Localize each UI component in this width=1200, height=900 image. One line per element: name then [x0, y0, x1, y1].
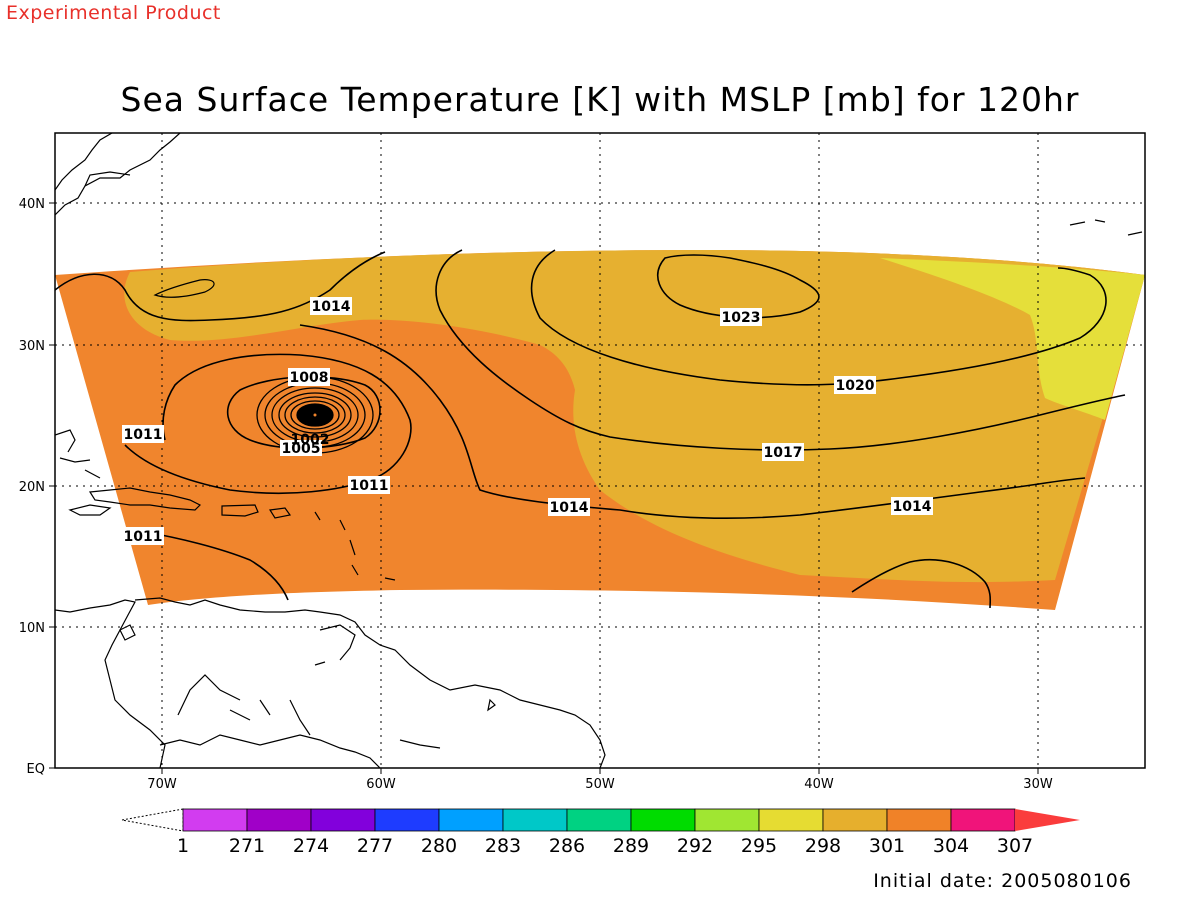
svg-text:1008: 1008 [290, 370, 329, 386]
lat-label: 30N [19, 339, 45, 354]
svg-text:1020: 1020 [836, 378, 875, 394]
lon-label: 40W [804, 777, 834, 792]
colorbar-tick-label: 304 [933, 835, 969, 857]
colorbar-swatch [374, 808, 440, 832]
svg-text:1002: 1002 [291, 432, 330, 448]
initial-date: Initial date: 2005080106 [873, 870, 1132, 892]
colorbar-swatch [502, 808, 568, 832]
colorbar-tick-label: 301 [869, 835, 905, 857]
colorbar-swatch [950, 808, 1016, 832]
svg-text:1011: 1011 [350, 478, 389, 494]
storm-eye [313, 413, 317, 417]
colorbar-tick-label: 271 [229, 835, 265, 857]
lat-label: 10N [19, 621, 45, 636]
colorbar-tick-label: 277 [357, 835, 393, 857]
isobar-label: 1008 [288, 368, 330, 386]
svg-text:1011: 1011 [124, 427, 163, 443]
colorbar-low-arrow [121, 808, 184, 832]
isobar-label: 1023 [720, 308, 762, 326]
isobar-labels: 1014 1023 1008 1020 1011 1017 1005 1002 … [122, 297, 933, 545]
isobar-label: 1005 [280, 440, 322, 457]
colorbar-swatch [310, 808, 376, 832]
colorbar-tick-label: 307 [997, 835, 1033, 857]
lat-label: EQ [27, 762, 45, 777]
svg-text:1005: 1005 [282, 441, 321, 457]
colorbar-tick-label: 274 [293, 835, 329, 857]
colorbar-tick-label: 286 [549, 835, 585, 857]
lat-axis [49, 202, 55, 769]
colorbar-tick-label: 280 [421, 835, 457, 857]
colorbar-swatch [566, 808, 632, 832]
svg-text:1023: 1023 [722, 310, 761, 326]
isobar-label: 1014 [548, 498, 590, 516]
isobar-label: 1002 [291, 432, 330, 448]
svg-text:1014: 1014 [893, 499, 932, 515]
svg-text:1011: 1011 [124, 529, 163, 545]
isobar-label: 1014 [310, 297, 352, 315]
lon-label: 60W [366, 777, 396, 792]
coastlines [55, 133, 1143, 768]
svg-text:1014: 1014 [312, 299, 351, 315]
colorbar-boxes [182, 808, 1016, 832]
colorbar-tick-label: 283 [485, 835, 521, 857]
isobar-label: 1020 [834, 376, 876, 394]
lat-labels: 40N 30N 20N 10N EQ [19, 197, 45, 777]
isobar-label: 1011 [122, 425, 164, 443]
colorbar-swatch [822, 808, 888, 832]
isobar-label: 1011 [122, 527, 164, 545]
colorbar-tick-label: 298 [805, 835, 841, 857]
colorbar-swatch [886, 808, 952, 832]
lon-axis [161, 768, 1039, 774]
colorbar-swatch [694, 808, 760, 832]
map-plot-area: 1014 1023 1008 1020 1011 1017 1005 1002 … [55, 133, 1145, 768]
colorbar-swatch [758, 808, 824, 832]
svg-text:1017: 1017 [764, 445, 803, 461]
isobar-label: 1014 [891, 497, 933, 515]
colorbar: 1 271 274 277 280 283 286 289 292 295 298 301 304 307 [121, 808, 1080, 857]
lat-lon-grid [55, 133, 1145, 768]
lon-label: 30W [1023, 777, 1053, 792]
svg-text:1014: 1014 [550, 500, 589, 516]
experimental-product-label: Experimental Product [6, 2, 221, 24]
colorbar-labels: 1 271 274 277 280 283 286 289 292 295 298 301 304 307 [177, 835, 1033, 857]
colorbar-swatch [438, 808, 504, 832]
lon-label: 50W [585, 777, 615, 792]
lat-label: 40N [19, 197, 45, 212]
colorbar-tick-label: 295 [741, 835, 777, 857]
colorbar-swatch [246, 808, 312, 832]
map-title: Sea Surface Temperature [K] with MSLP [m… [120, 80, 1080, 119]
sst-cool-region [880, 258, 1145, 420]
colorbar-tick-label: 289 [613, 835, 649, 857]
sst-mid-region [124, 250, 1145, 583]
colorbar-high-arrow [1015, 809, 1080, 831]
colorbar-swatch [182, 808, 248, 832]
colorbar-tick-label: 1 [177, 835, 189, 857]
lon-labels: 70W 60W 50W 40W 30W [147, 777, 1053, 792]
isobar-label: 1011 [348, 476, 390, 494]
colorbar-swatch [630, 808, 696, 832]
colorbar-tick-label: 292 [677, 835, 713, 857]
lon-label: 70W [147, 777, 177, 792]
isobar-label: 1017 [762, 443, 804, 461]
lat-label: 20N [19, 480, 45, 495]
